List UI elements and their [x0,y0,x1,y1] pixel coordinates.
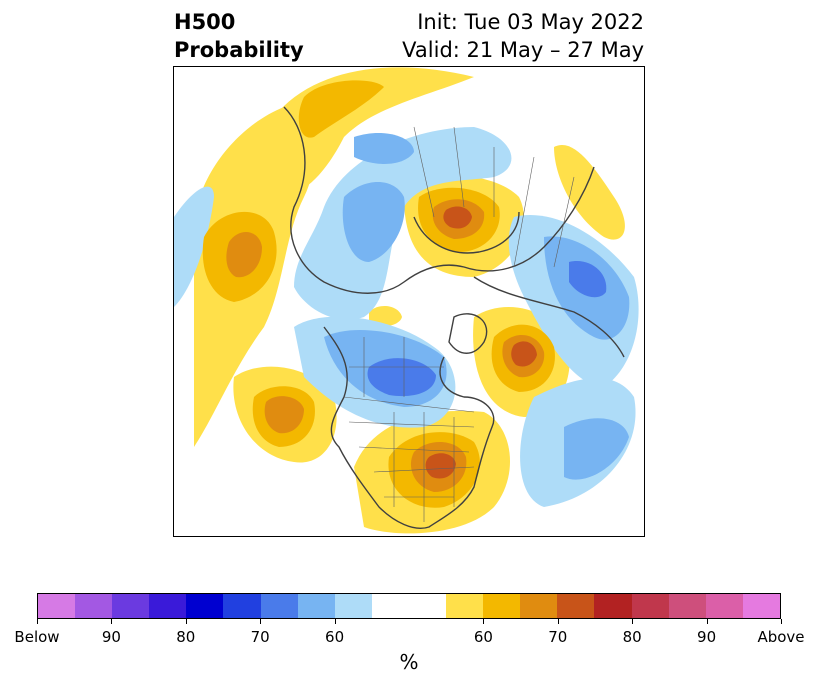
map-title-right: Init: Tue 03 May 2022 Valid: 21 May – 27… [402,8,644,64]
mid-blue-top [354,132,414,164]
colorbar-unit-label: % [399,650,419,674]
red-orange-atlantic [511,341,537,367]
border-lines-us [343,396,475,522]
colorbar-tick-mark [706,619,708,624]
colorbar-tick-label: 90 [697,628,717,646]
colorbar-tick-label: 90 [101,628,121,646]
title-product: Probability [174,38,304,62]
light-yellow-ne [554,145,625,240]
red-orange-us [425,453,456,479]
colorbar-segment [186,594,224,618]
colorbar-segment [112,594,150,618]
colorbar-segment [149,594,187,618]
colorbar-segment [297,594,335,618]
title-valid-range: Valid: 21 May – 27 May [402,38,644,62]
colorbar-tick-mark [557,619,559,624]
dark-blue-asia [569,261,607,298]
political-borders [343,126,575,522]
colorbar-tick-label: Below [14,628,60,646]
colorbar-segment [483,594,521,618]
colorbar-segment [446,594,484,618]
colorbar-tick-label: 70 [548,628,568,646]
coastline-eurasia [283,106,595,294]
coastline-north-america [323,326,495,529]
colorbar-segment [334,594,372,618]
map-panel [173,66,645,537]
coastline-africa [473,276,625,358]
dark-blue-hudson [367,358,436,397]
colorbar-tick-mark [185,619,187,624]
dark-orange-pacific [226,231,262,278]
colorbar-segment [668,594,706,618]
colorbar-tick-label: 80 [176,628,196,646]
title-init-date: Init: Tue 03 May 2022 [417,10,644,34]
map-title-left: H500 Probability [174,8,304,64]
colorbar-tick-mark [483,619,485,624]
colorbar-tick-mark [111,619,113,624]
mid-blue-arctic [342,182,405,262]
colorbar-tick-label: 60 [473,628,493,646]
mid-blue-south [564,418,629,480]
light-blue-far-left [174,186,214,307]
colorbar-tick-label: Above [757,628,805,646]
colorbar-tick-label: 60 [325,628,345,646]
colorbar-segment [38,594,76,618]
probability-colorbar [37,593,781,619]
colorbar-segment [705,594,743,618]
coastlines [283,106,625,529]
colorbar-segment [594,594,632,618]
colorbar-tick-label: 80 [622,628,642,646]
red-orange-europe [443,206,472,229]
border-lines-eurasia [413,126,575,268]
coastline-greenland [448,313,488,354]
colorbar-segment [742,594,780,618]
orange-siberia [298,80,384,138]
colorbar-segment [371,594,447,618]
colorbar-segment [260,594,298,618]
colorbar-tick-mark [334,619,336,624]
colorbar-segment [75,594,113,618]
colorbar-tick-mark [37,619,38,624]
colorbar-segment [223,594,261,618]
colorbar-tick-label: 70 [250,628,270,646]
title-variable: H500 [174,10,236,34]
dark-orange-lower-left [264,396,304,434]
light-yellow-center [369,305,402,327]
colorbar-tick-mark [260,619,262,624]
light-blue-arctic [294,127,512,320]
polar-map [174,67,639,534]
border-lines-canada [349,337,444,397]
colorbar-segment [631,594,669,618]
colorbar-tick-mark [632,619,634,624]
colorbar-segment [557,594,595,618]
anomaly-fill-layer [174,67,639,534]
colorbar-segment [520,594,558,618]
colorbar-tick-mark [781,619,782,624]
coastline-europe [413,211,520,254]
